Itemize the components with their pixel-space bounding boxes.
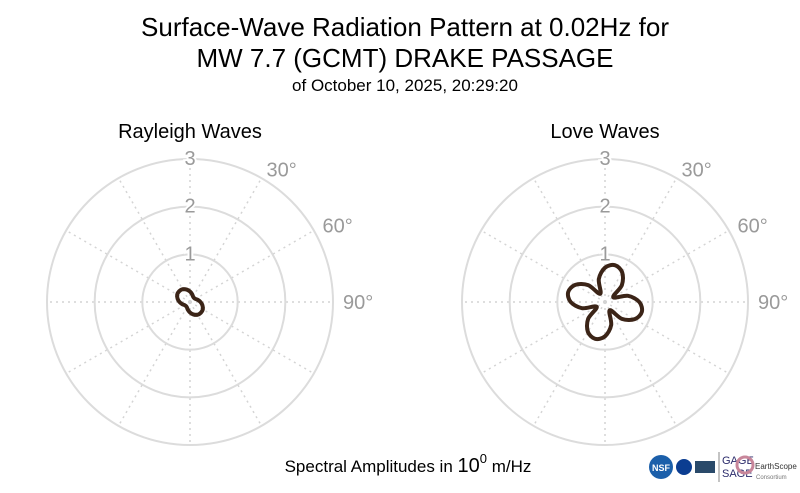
spoke	[604, 177, 678, 303]
spoke	[117, 301, 191, 427]
footer-text: Spectral Amplitudes in	[285, 457, 458, 476]
theta-tick-label: 90°	[343, 292, 373, 314]
r-tick-label: 1	[599, 243, 610, 265]
spoke	[532, 177, 606, 303]
spoke	[189, 301, 263, 427]
spoke	[604, 301, 678, 427]
spoke	[604, 301, 730, 375]
radiation-pattern	[175, 287, 205, 317]
footer: Spectral Amplitudes in 100 m/Hz	[285, 451, 532, 477]
consortium-text: Consortium	[756, 475, 787, 481]
theta-tick-label: 90°	[758, 292, 788, 314]
sage-text: SAGE	[722, 468, 753, 480]
spoke	[604, 229, 730, 303]
theta-tick-label: 30°	[267, 159, 297, 181]
theta-tick-label: 60°	[738, 216, 768, 238]
subtitle: of October 10, 2025, 20:29:20	[292, 76, 518, 95]
spoke	[117, 177, 191, 303]
logos: NSF GAGE SAGE EarthScope Consortium	[649, 452, 797, 482]
theta-tick-label: 30°	[682, 159, 712, 181]
subplot-title: Love Waves	[550, 121, 659, 143]
spoke	[65, 301, 191, 375]
title-line: Surface-Wave Radiation Pattern at 0.02Hz…	[141, 12, 669, 42]
spoke	[480, 301, 606, 375]
footer-exponent: 0	[480, 451, 487, 466]
r-tick-label: 2	[599, 196, 610, 218]
grid-ring	[508, 205, 702, 399]
earthscope-logo	[735, 455, 755, 475]
spoke	[532, 301, 606, 427]
r-tick-label: 3	[184, 148, 195, 170]
radiation-pattern	[565, 262, 645, 342]
grid-ring	[556, 253, 654, 351]
r-tick-label: 1	[184, 243, 195, 265]
earthscope-text: EarthScope	[755, 462, 797, 471]
spoke	[480, 229, 606, 303]
subplot-title: Rayleigh Waves	[118, 121, 262, 143]
nsf-logo	[649, 455, 673, 479]
grid-ring	[93, 205, 287, 399]
spoke	[65, 229, 191, 303]
theta-tick-label: 60°	[323, 216, 353, 238]
grid-ring	[46, 158, 334, 446]
footer-base: 10	[458, 455, 480, 477]
spoke	[189, 301, 315, 375]
spoke	[189, 229, 315, 303]
title-line: MW 7.7 (GCMT) DRAKE PASSAGE	[196, 43, 613, 73]
footer-unit: m/Hz	[487, 457, 531, 476]
grid-ring	[141, 253, 239, 351]
r-tick-label: 3	[599, 148, 610, 170]
nasa-logo	[676, 459, 692, 475]
spoke	[189, 177, 263, 303]
nsf-text: NSF	[652, 463, 671, 473]
usgs-logo	[695, 461, 715, 473]
r-tick-label: 2	[184, 196, 195, 218]
grid-ring	[461, 158, 749, 446]
